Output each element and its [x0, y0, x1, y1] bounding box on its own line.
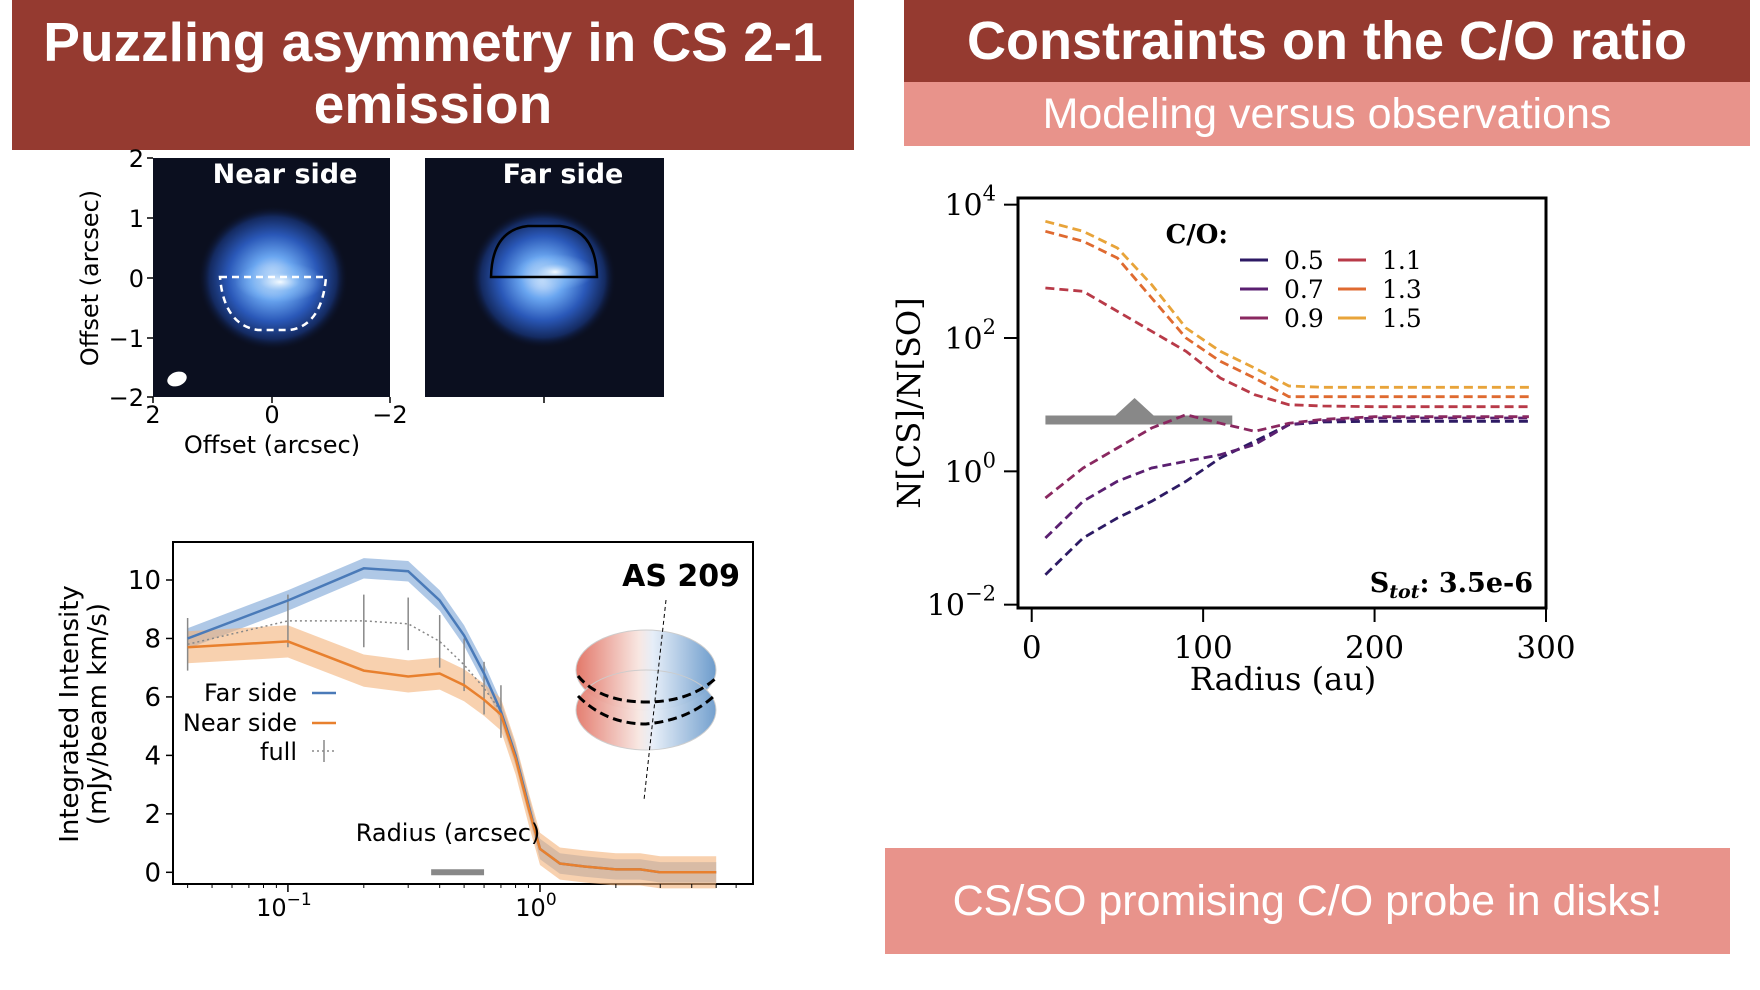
left-xtick-label: 10−1	[256, 890, 312, 922]
far-side-panel: Far side	[425, 158, 664, 397]
disk-model-inset	[575, 599, 718, 801]
right-section-subtitle: Modeling versus observations	[904, 82, 1750, 146]
legend-label-1-3: 1.3	[1382, 275, 1422, 304]
near-side-band	[187, 625, 717, 889]
left-chart-legend: Far side Near side full	[183, 679, 336, 766]
right-section-title: Constraints on the C/O ratio	[904, 0, 1750, 82]
legend-near-label: Near side	[183, 709, 297, 737]
image-ytick: 1	[129, 205, 144, 233]
left-ytick-label: 6	[144, 683, 161, 713]
left-ytick-label: 2	[144, 800, 161, 830]
legend-label-0-5: 0.5	[1284, 246, 1324, 275]
right-xtick-label: 100	[1174, 630, 1233, 666]
left-xtick-label: 100	[515, 890, 556, 922]
image-xlabel: Offset (arcsec)	[184, 431, 360, 459]
left-chart-ylabel-units: (mJy/beam km/s)	[83, 603, 113, 825]
stot-annotation: Stot: 3.5e-6	[1370, 568, 1533, 603]
image-xtick: 2	[145, 401, 160, 429]
left-chart-ylabel: Integrated Intensity	[55, 585, 85, 843]
legend-far-label: Far side	[204, 679, 297, 707]
right-ytick-label: 100	[944, 448, 996, 490]
left-section-title: Puzzling asymmetry in CS 2-1 emission	[12, 0, 854, 150]
legend-full-swatch	[312, 740, 336, 762]
legend-title: C/O:	[1166, 220, 1228, 250]
emission-images: Near side Far side 2 1 0 −1 −2 2 0 −2 Of…	[76, 145, 664, 459]
legend-label-1-1: 1.1	[1382, 246, 1422, 275]
beam-ellipse	[167, 371, 187, 387]
near-side-panel: Near side	[153, 158, 390, 397]
left-chart-xlabel: Radius (arcsec)	[356, 819, 541, 847]
conclusion-box: CS/SO promising C/O probe in disks!	[885, 848, 1730, 954]
co-ratio-line-0-9	[1044, 413, 1529, 500]
right-chart-ylabel: N[CS]/N[SO]	[890, 297, 928, 508]
left-ytick-label: 8	[144, 624, 161, 654]
left-ytick-label: 4	[144, 741, 161, 771]
right-xtick-label: 0	[1022, 630, 1042, 666]
co-ratio-line-1-5	[1045, 219, 1529, 389]
observed-ratio-marker	[1110, 398, 1159, 420]
image-xtick: −2	[372, 401, 407, 429]
legend-label-0-7: 0.7	[1284, 275, 1324, 304]
right-ytick-label: 10−2	[927, 582, 996, 624]
left-ytick-label: 0	[144, 858, 161, 888]
co-ratio-line-1-1	[1045, 286, 1529, 409]
legend-label-0-9: 0.9	[1284, 304, 1324, 333]
far-side-label: Far side	[503, 159, 624, 190]
right-chart-xlabel: Radius (au)	[1190, 660, 1376, 698]
image-ytick: −2	[109, 384, 144, 412]
left-ytick-label: 10	[128, 566, 161, 596]
legend-full-label: full	[260, 738, 297, 766]
right-xtick-label: 300	[1516, 630, 1575, 666]
cs-so-ratio-chart: 10−2 100 102 104 0 100 200 300 N[CS]/N[SO] Radi…	[890, 182, 1576, 698]
image-ylabel: Offset (arcsec)	[76, 190, 104, 366]
image-xtick: 0	[264, 401, 279, 429]
near-side-label: Near side	[213, 159, 358, 190]
intensity-profile-chart: 0 2 4 6 8 10 10−1 100 Integrated Intensity (mJy…	[55, 541, 754, 922]
near-side-outline	[218, 275, 328, 332]
far-side-band	[187, 558, 717, 883]
far-side-outline	[489, 224, 599, 279]
near-side-line	[187, 640, 717, 874]
image-ytick: 2	[129, 145, 144, 173]
right-ytick-label: 104	[944, 182, 996, 224]
left-chart-annotation: AS 209	[622, 559, 740, 594]
legend-label-1-5: 1.5	[1382, 304, 1422, 333]
co-ratio-line-0-7	[1044, 416, 1529, 540]
image-ytick: −1	[109, 325, 144, 353]
right-xtick-label: 200	[1345, 630, 1404, 666]
right-ytick-label: 102	[944, 315, 996, 357]
right-chart-legend: 0.50.70.9 1.11.31.5	[1240, 246, 1422, 333]
image-ytick: 0	[129, 265, 144, 293]
co-ratio-line-1-3	[1045, 229, 1529, 399]
